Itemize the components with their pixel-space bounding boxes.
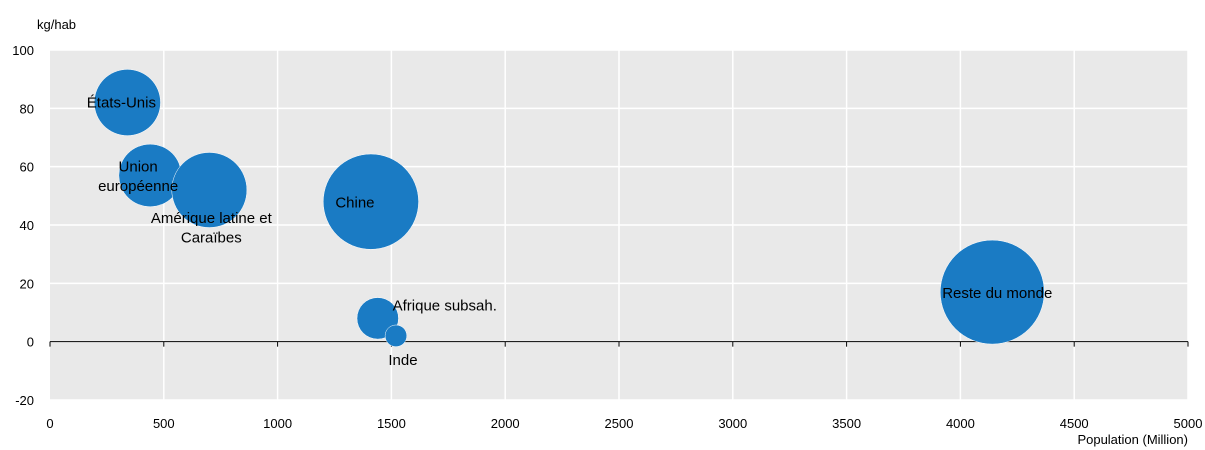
bubbles: [94, 69, 1045, 347]
y-tick-label: 40: [20, 218, 34, 233]
bubble-label: Chine: [335, 195, 374, 212]
bubble-label: Inde: [388, 352, 417, 369]
bubble-label-line: Caraïbes: [181, 230, 242, 247]
bubble-label-line: européenne: [98, 178, 178, 195]
bubble-label: Union européenne: [98, 158, 178, 195]
bubble-label: États-Unis: [87, 95, 156, 112]
y-axis: 100 80 60 40 20 0 -20: [12, 43, 34, 408]
x-tick-label: 3500: [832, 416, 861, 431]
bubble: [94, 69, 161, 136]
bubble-label: Amérique latine et Caraïbes: [151, 210, 273, 247]
bubble: [384, 324, 408, 347]
y-tick-label: 20: [20, 276, 34, 291]
y-axis-title: kg/hab: [37, 17, 76, 32]
bubble: [940, 239, 1045, 345]
x-tick-label: 500: [153, 416, 175, 431]
x-axis: 0 500 1000 1500 2000 2500 3000 3500 4000 4500 5000: [46, 341, 1203, 431]
x-tick-label: 4000: [946, 416, 975, 431]
bubble-label-line: Union: [119, 158, 158, 175]
x-tick-label: 3000: [718, 416, 747, 431]
x-tick-label: 2000: [491, 416, 520, 431]
x-tick-label: 4500: [1060, 416, 1089, 431]
bubble: [322, 153, 419, 250]
bubble-labels: États-Unis Union européenne Amérique latine…: [87, 95, 1053, 369]
y-tick-label: -20: [15, 393, 34, 408]
y-tick-label: 100: [12, 43, 34, 58]
y-tick-label: 60: [20, 160, 34, 175]
x-tick-label: 0: [46, 416, 53, 431]
bubble-label-line: Amérique latine et: [151, 210, 273, 227]
x-tick-label: 1000: [263, 416, 292, 431]
y-tick-label: 80: [20, 101, 34, 116]
x-axis-title: Population (Million): [1077, 432, 1188, 447]
x-tick-label: 2500: [605, 416, 634, 431]
x-tick-label: 5000: [1174, 416, 1203, 431]
bubble: [171, 152, 248, 228]
y-tick-label: 0: [27, 335, 34, 350]
bubble-label: Reste du monde: [942, 285, 1052, 302]
bubble-label: Afrique subsah.: [393, 297, 497, 314]
x-tick-label: 1500: [377, 416, 406, 431]
